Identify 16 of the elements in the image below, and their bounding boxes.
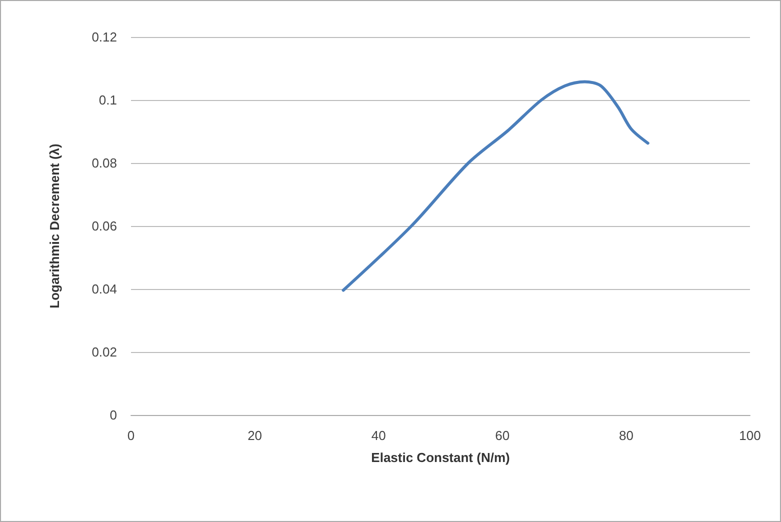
x-tick-label: 0 bbox=[127, 428, 135, 443]
x-tick-label: 20 bbox=[248, 428, 262, 443]
y-tick-label: 0 bbox=[110, 408, 117, 422]
y-tick-label: 0.12 bbox=[92, 30, 117, 44]
y-tick-label: 0.1 bbox=[98, 92, 117, 108]
x-axis-title: Elastic Constant (N/m) bbox=[371, 450, 510, 465]
x-tick-label: 80 bbox=[618, 428, 634, 443]
line-series bbox=[342, 80, 650, 292]
y-tick-label: 0.04 bbox=[92, 282, 117, 296]
y-tick-label: 0.08 bbox=[92, 156, 117, 170]
x-tick-label: 100 bbox=[739, 428, 761, 443]
y-axis-title: Logarithmic Decrement (λ) bbox=[47, 144, 62, 308]
x-tick-label: 40 bbox=[371, 428, 386, 443]
y-tick-label: 0.02 bbox=[92, 344, 117, 360]
y-tick-label: 0.06 bbox=[92, 218, 117, 234]
x-tick-label: 60 bbox=[495, 428, 510, 443]
